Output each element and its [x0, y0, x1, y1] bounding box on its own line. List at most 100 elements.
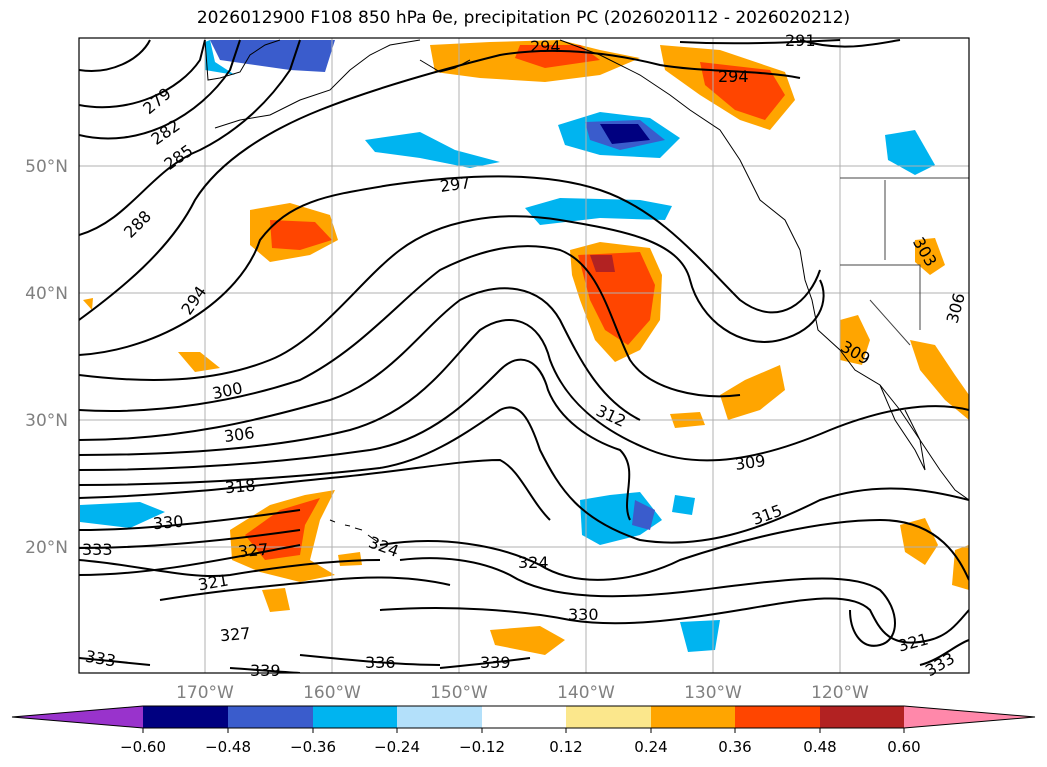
contour-label: 327: [237, 540, 269, 562]
colorbar-bin-1: [143, 706, 228, 728]
contour-309: [79, 319, 969, 462]
precip-neg-3c: [600, 124, 650, 144]
coast-baja: [879, 384, 926, 471]
contour-label: 291: [785, 31, 816, 50]
contour-label: 327: [219, 624, 251, 646]
colorbar-bin-9: [820, 706, 904, 728]
precip-neg-1b: [205, 40, 235, 75]
contour-291: [679, 39, 901, 48]
colorbar-extend-under: [12, 706, 143, 728]
precip-pos-10b: [245, 498, 320, 560]
borders: [840, 177, 969, 346]
colorbar-tick-label: 0.48: [803, 738, 836, 756]
colorbar-tick-label: −0.12: [459, 738, 505, 756]
contour-294: [79, 49, 801, 321]
contour-333: [79, 529, 969, 666]
colorbar-bin-2: [228, 706, 313, 728]
lat-axis: 50°N 40°N 30°N 20°N: [25, 157, 68, 558]
contour-label: 336: [365, 653, 396, 672]
precip-pos-12: [338, 552, 362, 566]
colorbar-tick-label: −0.48: [205, 738, 251, 756]
hawaii: [329, 519, 379, 543]
contour-label: 297: [439, 173, 472, 196]
contour-336: [299, 654, 441, 666]
lat-label-20n: 20°N: [25, 538, 68, 558]
colorbar-tick-label: 0.12: [549, 738, 582, 756]
colorbar-tick-label: −0.60: [120, 738, 166, 756]
contour-306: [79, 287, 641, 441]
lat-label-50n: 50°N: [25, 157, 68, 177]
lon-label-140w: 140°W: [557, 683, 615, 703]
precip-pos-8: [840, 315, 870, 365]
precip-neg-5: [80, 502, 165, 528]
map-frame: [78, 37, 970, 674]
colorbar-bin-3: [313, 706, 397, 728]
colorbar-bin-5: [482, 706, 566, 728]
contour-303: [79, 245, 741, 412]
contour-315: [79, 406, 969, 544]
precip-neg-9: [680, 620, 720, 652]
theta-e-contours: [79, 39, 969, 673]
precip-pos-16: [83, 298, 93, 310]
coast-na-west: [799, 249, 969, 501]
precip-pos-2b: [700, 62, 785, 120]
colorbar-bin-6: [566, 706, 651, 728]
contour-label: 333: [82, 540, 113, 559]
precip-pos-3b: [270, 220, 332, 250]
contour-label: 330: [152, 512, 184, 534]
lon-label-160w: 160°W: [303, 683, 361, 703]
contour-312: [79, 358, 631, 521]
figure-title: 2026012900 F108 850 hPa θe, precipitatio…: [196, 8, 851, 28]
lon-label-170w: 170°W: [176, 683, 234, 703]
lon-label-120w: 120°W: [811, 683, 869, 703]
precip-pos-5: [178, 352, 220, 372]
coastlines: [204, 39, 969, 543]
contour-label: 294: [530, 37, 561, 56]
contour-321: [79, 557, 896, 647]
precip-neg-6b: [632, 500, 655, 530]
contour-label: 339: [250, 661, 281, 680]
lon-axis: 170°W 160°W 150°W 140°W 130°W 120°W: [176, 683, 869, 703]
lon-label-150w: 150°W: [430, 683, 488, 703]
precip-neg-7: [672, 495, 695, 515]
contour-label: 330: [568, 605, 599, 624]
contour-label: 339: [480, 653, 511, 672]
contour-318: [79, 458, 551, 521]
precip-pos-11: [262, 588, 290, 612]
contour-288: [79, 39, 301, 236]
colorbar-tick-label: −0.24: [374, 738, 420, 756]
precip-neg-2: [365, 132, 500, 168]
contour-300: [79, 215, 825, 381]
contour-label: 294: [718, 67, 749, 86]
contour-label: 309: [734, 451, 767, 474]
contour-label: 318: [224, 476, 256, 498]
colorbar-tick-label: −0.36: [290, 738, 336, 756]
colorbar-ticks: [142, 728, 905, 733]
contour-279: [79, 39, 151, 72]
colorbar-bin-8: [735, 706, 820, 728]
colorbar-tick-label: 0.36: [718, 738, 751, 756]
lat-label-40n: 40°N: [25, 284, 68, 304]
contour-327: [79, 544, 451, 601]
contour-330: [79, 509, 969, 644]
precip-neg-4: [525, 198, 672, 225]
colorbar-tick-label: 0.60: [887, 738, 920, 756]
graticule: [79, 38, 969, 673]
precip-pos-4b: [578, 252, 655, 345]
precip-pos-14: [900, 518, 938, 565]
contour-label: 324: [518, 553, 549, 572]
contour-282: [79, 39, 206, 109]
lat-label-30n: 30°N: [25, 411, 68, 431]
colorbar-bin-7: [651, 706, 735, 728]
colorbar: −0.60 −0.48 −0.36 −0.24 −0.12 0.12 0.24 …: [11, 705, 1036, 756]
precip-pos-4c: [590, 255, 615, 272]
precip-pos-9b: [915, 238, 945, 275]
colorbar-tick-label: 0.24: [634, 738, 667, 756]
precip-pos-9: [910, 340, 969, 420]
precip-pos-13: [490, 626, 565, 655]
lon-label-130w: 130°W: [684, 683, 742, 703]
colorbar-bin-4: [397, 706, 482, 728]
map-panel: [79, 38, 969, 673]
contour-297: [79, 175, 821, 356]
